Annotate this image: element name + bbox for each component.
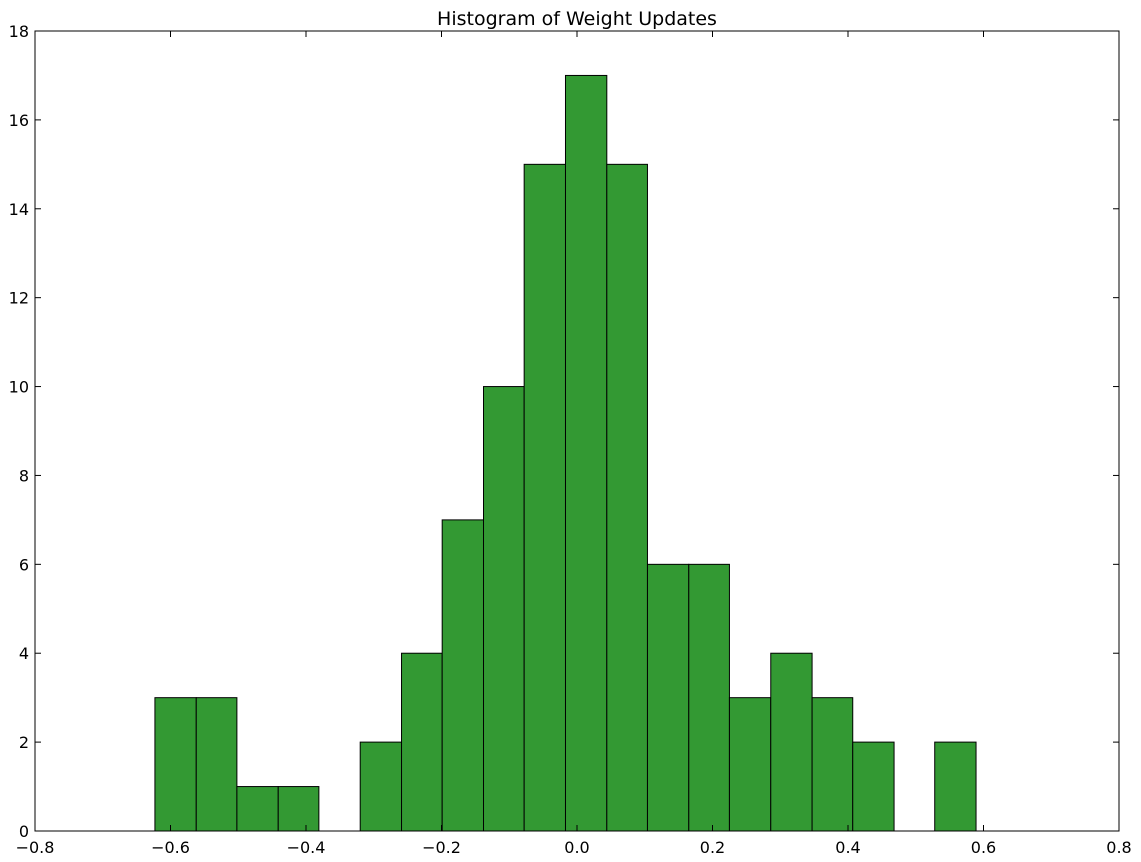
x-tick-label: −0.2 — [422, 838, 461, 857]
histogram-bar — [646, 563, 690, 832]
ticks-layer — [34, 30, 1120, 832]
histogram-bar — [564, 74, 608, 832]
histogram-bar — [811, 697, 854, 832]
histogram-bar — [523, 163, 566, 832]
x-tick-label: 0.2 — [700, 838, 725, 857]
histogram-bar — [277, 786, 320, 832]
histogram-bar — [852, 741, 895, 832]
histogram-bar — [688, 563, 730, 832]
y-tick-label: 16 — [9, 111, 29, 130]
y-tick-label: 18 — [9, 22, 29, 41]
bars-layer — [154, 74, 977, 832]
tick-labels-layer: −0.8 −0.6 −0.4 −0.2 0.0 0.2 0.4 0.6 0.8 0 2 4 6 8 10 12… — [9, 22, 1132, 857]
x-tick-label: 0.6 — [971, 838, 996, 857]
x-tick-label: 0.8 — [1106, 838, 1131, 857]
y-tick-label: 12 — [9, 289, 29, 308]
histogram-bar — [154, 697, 197, 832]
x-tick-label: −0.8 — [16, 838, 55, 857]
x-tick-label: −0.6 — [151, 838, 190, 857]
y-tick-label: 0 — [19, 822, 29, 841]
y-tick-label: 2 — [19, 733, 29, 752]
histogram-bar — [934, 741, 977, 832]
y-tick-label: 14 — [9, 200, 29, 219]
y-tick-label: 4 — [19, 644, 29, 663]
histogram-bar — [606, 163, 648, 832]
histogram-bar — [195, 697, 238, 832]
histogram-bar — [770, 652, 813, 832]
y-tick-label: 10 — [9, 378, 29, 397]
y-tick-label: 8 — [19, 466, 29, 485]
histogram-bar — [441, 519, 485, 832]
y-tick-label: 6 — [19, 555, 29, 574]
histogram-bar — [359, 741, 403, 832]
x-tick-label: 0.0 — [564, 838, 589, 857]
histogram-bar — [483, 386, 525, 832]
x-tick-label: 0.4 — [835, 838, 860, 857]
x-tick-label: −0.4 — [287, 838, 326, 857]
histogram-bar — [728, 697, 772, 832]
histogram-bar — [401, 652, 443, 832]
chart-title: Histogram of Weight Updates — [437, 8, 717, 30]
histogram-bar — [236, 786, 279, 832]
